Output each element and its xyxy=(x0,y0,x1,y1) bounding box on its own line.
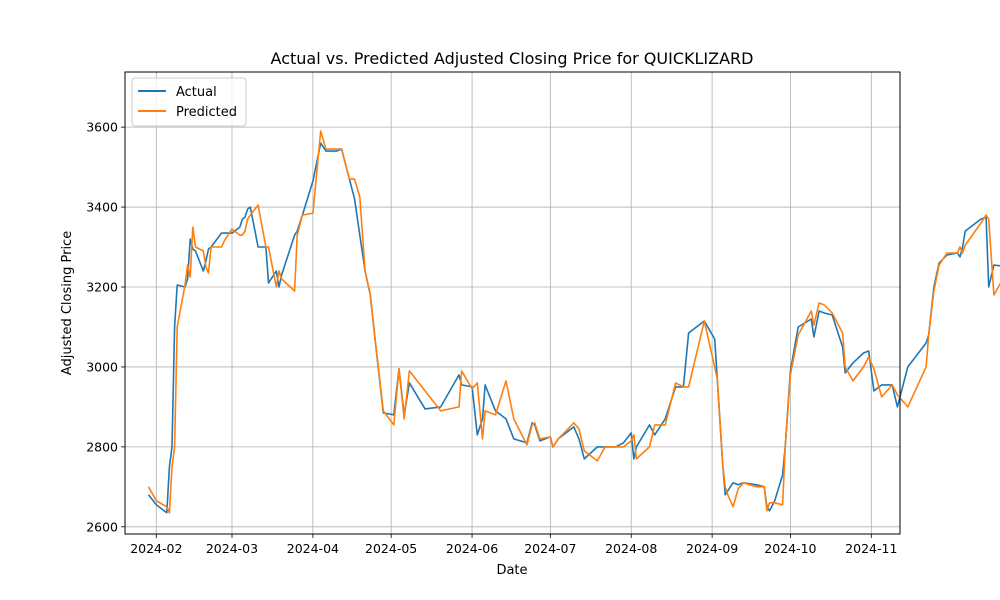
legend: Actual Predicted xyxy=(131,77,247,127)
x-tick-label: 2024-09 xyxy=(686,541,738,556)
x-tick-label: 2024-06 xyxy=(446,541,498,556)
legend-label-actual: Actual xyxy=(176,85,217,100)
x-tick-label: 2024-03 xyxy=(206,541,258,556)
x-tick-label: 2024-11 xyxy=(845,541,897,556)
x-tick-label: 2024-08 xyxy=(605,541,657,556)
x-tick-label: 2024-04 xyxy=(287,541,339,556)
series-layer xyxy=(147,130,1000,514)
x-tick-label: 2024-02 xyxy=(130,541,182,556)
plot-frame xyxy=(124,71,901,535)
y-tick-label: 2600 xyxy=(86,519,118,534)
x-tick-label: 2024-05 xyxy=(365,541,417,556)
x-axis-label: Date xyxy=(496,563,527,578)
y-tick-label: 2800 xyxy=(86,439,118,454)
x-tick-label: 2024-10 xyxy=(764,541,816,556)
series-line-actual xyxy=(147,142,1000,514)
chart-title: Actual vs. Predicted Adjusted Closing Pr… xyxy=(271,49,754,68)
legend-label-predicted: Predicted xyxy=(176,105,237,120)
y-tick-label: 3600 xyxy=(86,120,118,135)
grid xyxy=(125,72,900,534)
y-tick-label: 3000 xyxy=(86,359,118,374)
y-tick-label: 3400 xyxy=(86,200,118,215)
ticks: 2024-02 2024-03 2024-04 2024-05 2024-06 2024-… xyxy=(86,120,897,556)
y-axis-label: Adjusted Closing Price xyxy=(60,231,75,375)
series-line-predicted xyxy=(147,130,1000,514)
y-tick-label: 3200 xyxy=(86,280,118,295)
x-tick-label: 2024-07 xyxy=(524,541,576,556)
